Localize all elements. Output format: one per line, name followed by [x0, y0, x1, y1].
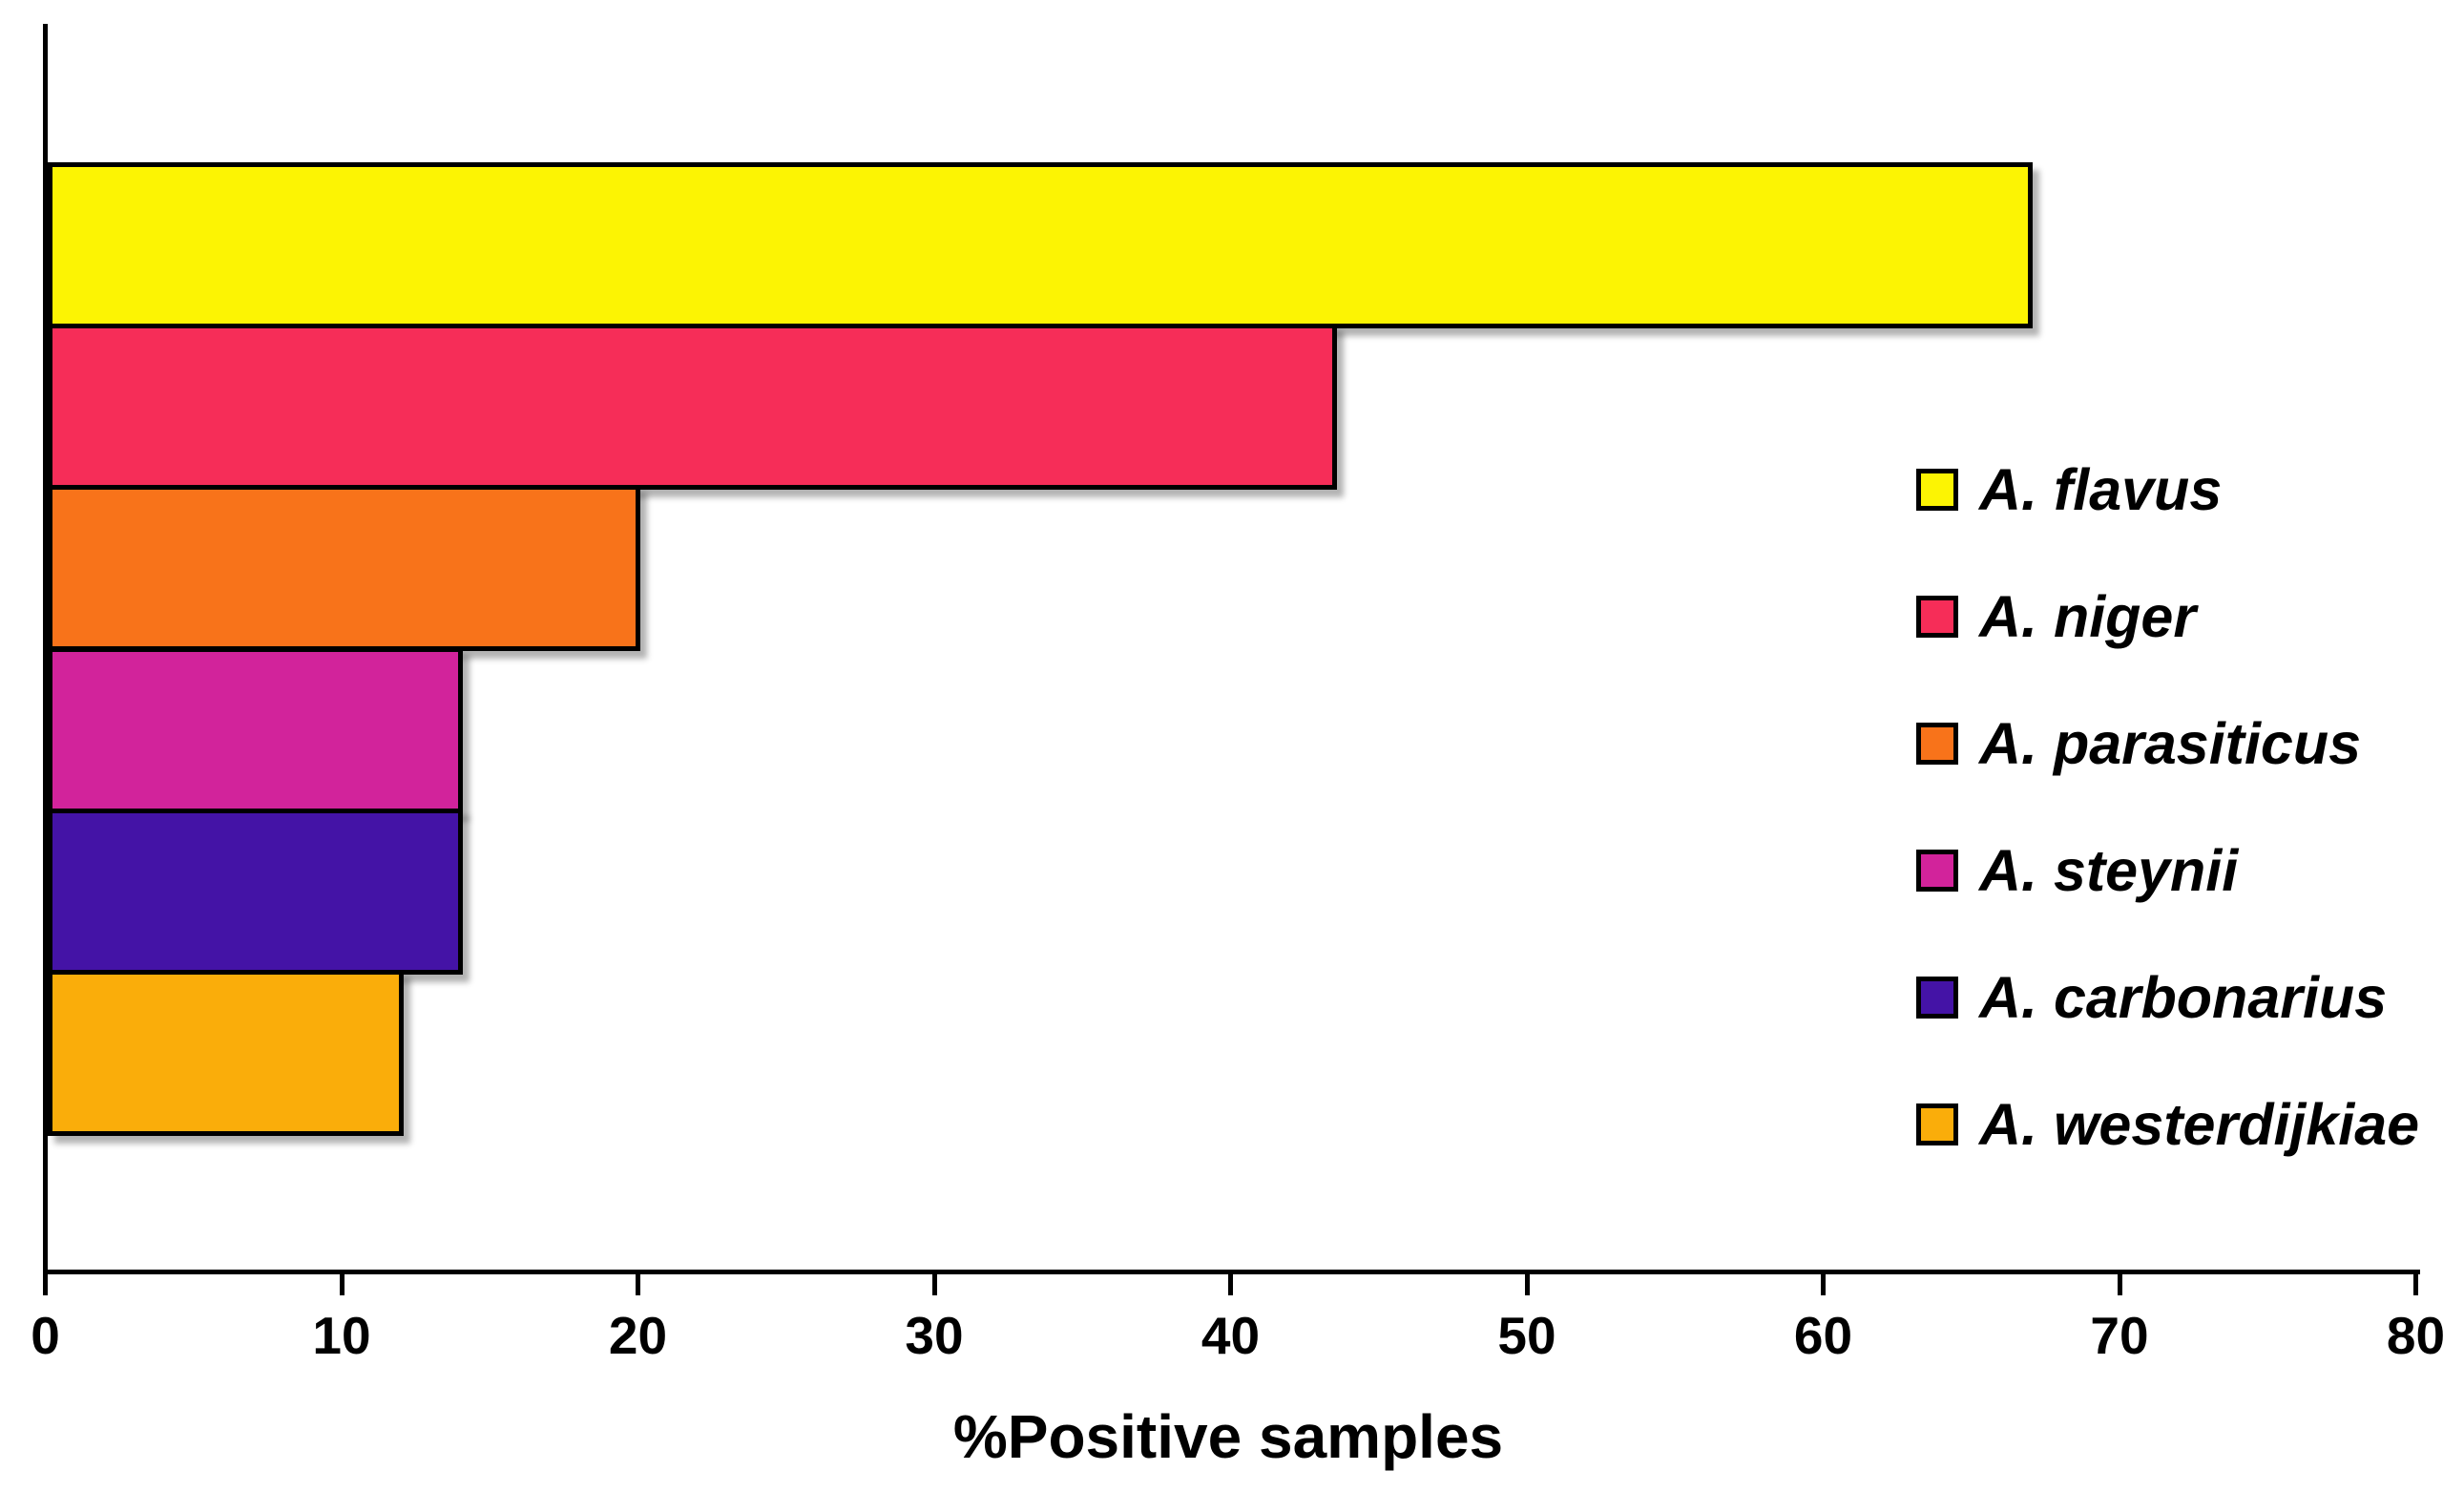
legend-swatch-icon [1916, 468, 1958, 511]
x-tick-label-20: 20 [608, 1306, 668, 1365]
x-tick-label-30: 30 [905, 1306, 964, 1365]
legend-swatch-icon [1916, 849, 1958, 892]
x-tick-80 [2413, 1274, 2418, 1295]
x-tick-label-50: 50 [1497, 1306, 1556, 1365]
legend-label: A. parasiticus [1979, 710, 2362, 776]
bar-a-steynii [48, 647, 463, 813]
x-tick-20 [636, 1274, 640, 1295]
legend-item-a-flavus: A. flavus [1916, 426, 2419, 553]
legend-swatch-icon [1916, 595, 1958, 638]
bar-a-carbonarius [48, 809, 463, 975]
bar-a-parasiticus [48, 485, 640, 651]
legend-item-a-niger: A. niger [1916, 553, 2419, 680]
legend-swatch-icon [1916, 722, 1958, 765]
x-tick-30 [931, 1274, 937, 1295]
x-tick-50 [1524, 1274, 1530, 1295]
legend-label: A. niger [1979, 583, 2197, 649]
x-tick-label-60: 60 [1793, 1306, 1853, 1365]
x-tick-70 [2117, 1274, 2122, 1295]
legend-item-a-parasiticus: A. parasiticus [1916, 680, 2419, 807]
legend-label: A. carbonarius [1979, 964, 2388, 1030]
bar-a-westerdijkiae [48, 970, 404, 1136]
x-tick-10 [339, 1274, 345, 1295]
legend-swatch-icon [1916, 1103, 1958, 1145]
x-tick-label-40: 40 [1201, 1306, 1261, 1365]
legend-item-a-steynii: A. steynii [1916, 807, 2419, 934]
x-tick-0 [43, 1274, 48, 1295]
legend-label: A. westerdijkiae [1979, 1091, 2420, 1157]
x-axis-label: %Positive samples [952, 1402, 1504, 1471]
x-tick-60 [1821, 1274, 1826, 1295]
legend-item-a-westerdijkiae: A. westerdijkiae [1916, 1061, 2419, 1187]
x-tick-40 [1228, 1274, 1233, 1295]
legend: A. flavus A. niger A. parasiticus A. steyni… [1916, 426, 2419, 1187]
x-tick-label-70: 70 [2090, 1306, 2149, 1365]
legend-item-a-carbonarius: A. carbonarius [1916, 934, 2419, 1061]
bar-a-flavus [48, 162, 2033, 328]
legend-swatch-icon [1916, 976, 1958, 1019]
x-tick-label-80: 80 [2386, 1306, 2446, 1365]
x-tick-label-0: 0 [31, 1306, 60, 1365]
bar-a-niger [48, 324, 1337, 490]
plot-area [43, 24, 2420, 1274]
legend-label: A. flavus [1979, 456, 2223, 522]
x-tick-label-10: 10 [312, 1306, 371, 1365]
legend-label: A. steynii [1979, 837, 2239, 903]
